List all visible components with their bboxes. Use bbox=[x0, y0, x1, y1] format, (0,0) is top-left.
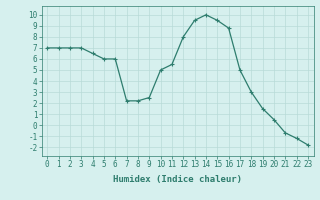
X-axis label: Humidex (Indice chaleur): Humidex (Indice chaleur) bbox=[113, 175, 242, 184]
